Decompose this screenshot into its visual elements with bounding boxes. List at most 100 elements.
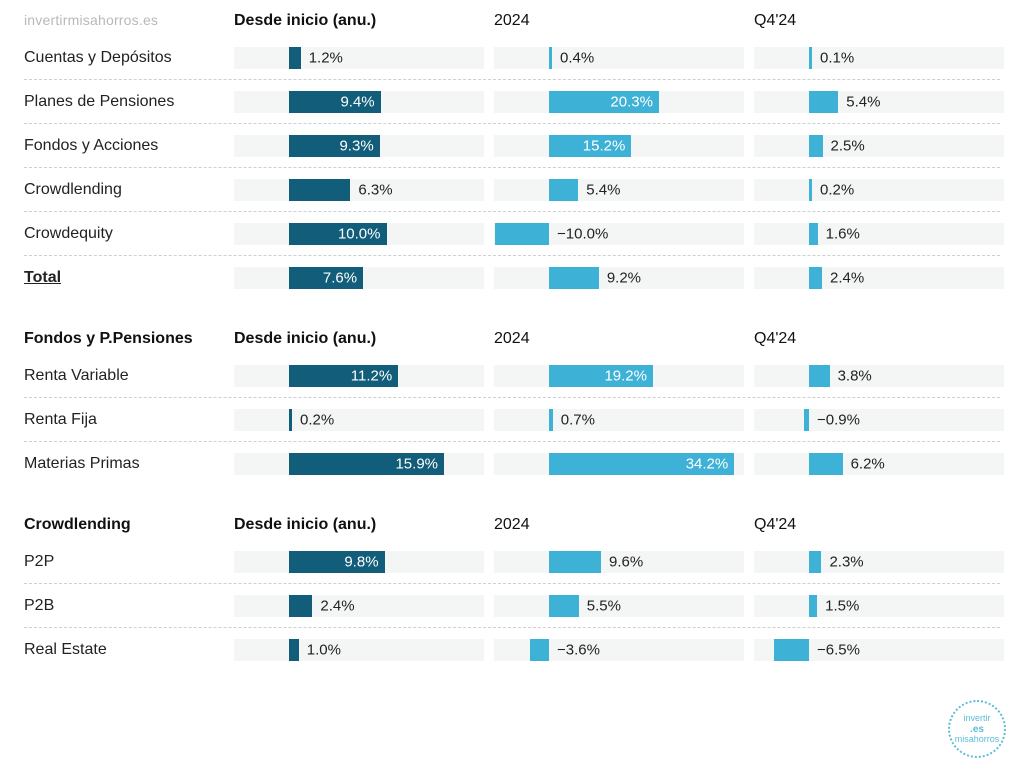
row-label: P2B: [24, 597, 234, 615]
bar-cell: 6.3%: [234, 175, 494, 205]
bar-cell: 2.5%: [754, 131, 1014, 161]
bar: [809, 453, 843, 475]
value-label: 34.2%: [686, 456, 729, 473]
bar-cell: 6.2%: [754, 449, 1014, 479]
bar-track: [494, 409, 744, 431]
bar-cell: 9.8%: [234, 547, 494, 577]
bar-cell: 1.2%: [234, 43, 494, 73]
bar-cell: 20.3%: [494, 87, 754, 117]
table-row: Materias Primas15.9%34.2%6.2%: [24, 442, 1000, 486]
bar: [495, 223, 549, 245]
table-row: Renta Variable11.2%19.2%3.8%: [24, 354, 1000, 398]
site-badge-icon: invertir .es misahorros: [948, 700, 1006, 758]
value-label: 2.4%: [320, 597, 354, 614]
bar-track: [754, 551, 1004, 573]
bar: [809, 179, 812, 201]
table-row: Fondos y Acciones9.3%15.2%2.5%: [24, 124, 1000, 168]
bar-track: [754, 409, 1004, 431]
table-row: Crowdequity10.0%−10.0%1.6%: [24, 212, 1000, 256]
bar-track: [234, 47, 484, 69]
column-header: Desde inicio (anu.): [234, 516, 494, 534]
value-label: 15.2%: [583, 137, 626, 154]
value-label: −6.5%: [817, 642, 860, 659]
bar-cell: 3.8%: [754, 361, 1014, 391]
bar: [809, 595, 817, 617]
bar-cell: −0.9%: [754, 405, 1014, 435]
watermark-label: invertirmisahorros.es: [24, 12, 234, 30]
bar-cell: 19.2%: [494, 361, 754, 391]
bar-cell: 5.4%: [754, 87, 1014, 117]
bar: [549, 409, 553, 431]
bar-track: [754, 595, 1004, 617]
row-label: Renta Fija: [24, 411, 234, 429]
bar: [549, 595, 579, 617]
bar-track: [754, 267, 1004, 289]
bar: [549, 47, 552, 69]
bar-cell: 9.6%: [494, 547, 754, 577]
column-header: 2024: [494, 12, 754, 30]
bar: [289, 179, 350, 201]
value-label: 2.5%: [831, 137, 865, 154]
bar-cell: 1.5%: [754, 591, 1014, 621]
bar-track: [234, 595, 484, 617]
section-header-row: CrowdlendingDesde inicio (anu.)2024Q4'24: [24, 516, 1000, 534]
bar-cell: −6.5%: [754, 635, 1014, 665]
table-row: Planes de Pensiones9.4%20.3%5.4%: [24, 80, 1000, 124]
value-label: 1.5%: [825, 597, 859, 614]
bar: [809, 47, 812, 69]
bar-cell: 9.4%: [234, 87, 494, 117]
bar-track: [234, 409, 484, 431]
value-label: 1.6%: [826, 225, 860, 242]
bar: [549, 267, 599, 289]
value-label: 11.2%: [351, 367, 392, 384]
bar-track: [234, 639, 484, 661]
bar-cell: 7.6%: [234, 263, 494, 293]
bar: [289, 595, 312, 617]
bar-cell: 1.6%: [754, 219, 1014, 249]
bar: [809, 223, 818, 245]
column-header: Desde inicio (anu.): [234, 12, 494, 30]
bar-cell: 0.1%: [754, 43, 1014, 73]
bar: [809, 365, 830, 387]
section-header-row: Fondos y P.PensionesDesde inicio (anu.)2…: [24, 330, 1000, 348]
bar-cell: 1.0%: [234, 635, 494, 665]
row-label: Planes de Pensiones: [24, 93, 234, 111]
bar: [809, 551, 821, 573]
bar-track: [754, 365, 1004, 387]
table-row: Total7.6%9.2%2.4%: [24, 256, 1000, 300]
bar-cell: 0.4%: [494, 43, 754, 73]
value-label: −3.6%: [557, 642, 600, 659]
bar-cell: −3.6%: [494, 635, 754, 665]
bar-cell: 2.4%: [754, 263, 1014, 293]
badge-line-1: invertir: [963, 714, 990, 724]
column-header: 2024: [494, 516, 754, 534]
value-label: 0.1%: [820, 49, 854, 66]
row-label: Crowdequity: [24, 225, 234, 243]
badge-line-2: .es: [970, 724, 984, 735]
column-header: Desde inicio (anu.): [234, 330, 494, 348]
bar-track: [494, 47, 744, 69]
table-row: Crowdlending6.3%5.4%0.2%: [24, 168, 1000, 212]
value-label: 5.5%: [587, 597, 621, 614]
value-label: 9.3%: [339, 137, 373, 154]
value-label: 19.2%: [604, 367, 647, 384]
row-label: Renta Variable: [24, 367, 234, 385]
row-label: P2P: [24, 553, 234, 571]
bar-cell: −10.0%: [494, 219, 754, 249]
value-label: 15.9%: [395, 456, 438, 473]
badge-line-3: misahorros: [955, 735, 1000, 745]
bar: [289, 639, 299, 661]
column-header: Q4'24: [754, 516, 1014, 534]
column-header: Q4'24: [754, 12, 1014, 30]
value-label: 1.0%: [307, 642, 341, 659]
bar-track: [754, 135, 1004, 157]
value-label: 5.4%: [586, 181, 620, 198]
value-label: 9.4%: [340, 93, 374, 110]
bar-cell: 2.4%: [234, 591, 494, 621]
value-label: 0.2%: [820, 181, 854, 198]
value-label: 0.4%: [560, 49, 594, 66]
bar-track: [754, 47, 1004, 69]
row-label: Materias Primas: [24, 455, 234, 473]
column-header: 2024: [494, 330, 754, 348]
bar: [809, 267, 822, 289]
